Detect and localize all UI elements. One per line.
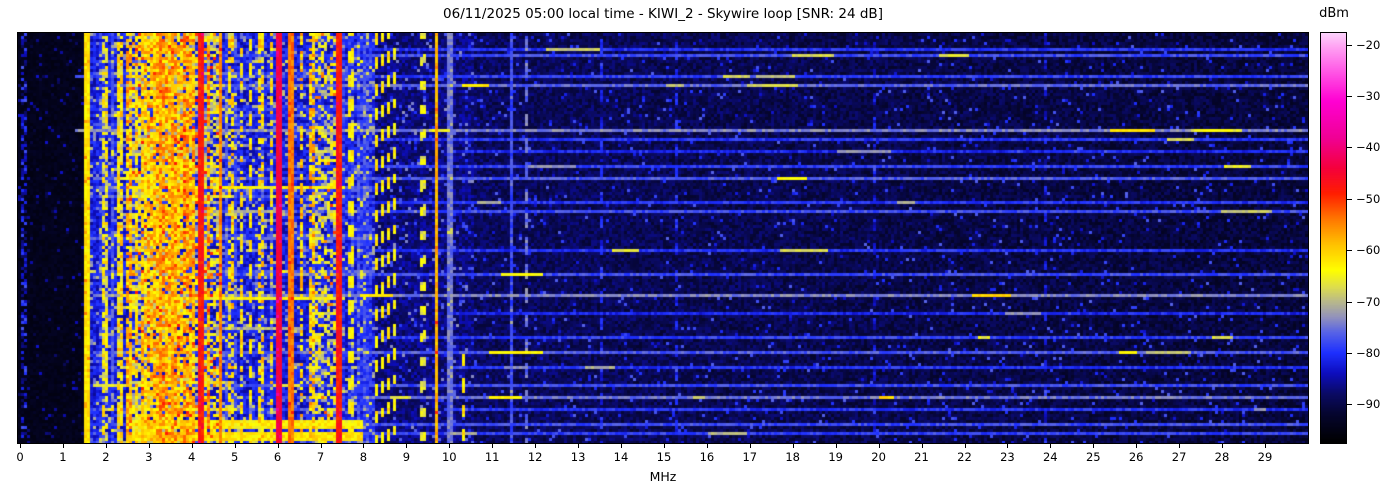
x-tick-mark [191, 444, 193, 448]
x-tick-label: 2 [102, 450, 110, 464]
x-tick-label: 5 [231, 450, 239, 464]
colorbar-tick-label: −60 [1356, 243, 1381, 258]
x-tick-label: 13 [570, 450, 586, 464]
colorbar-tick-mark [1347, 198, 1352, 200]
colorbar-gradient-canvas [1321, 33, 1346, 443]
x-tick-label: 12 [527, 450, 543, 464]
x-tick-mark [664, 444, 665, 448]
x-tick-label: 28 [1214, 450, 1230, 464]
x-tick-mark [578, 444, 580, 448]
x-tick-label: 0 [16, 450, 24, 464]
x-tick-mark [792, 444, 794, 448]
x-tick-label: 22 [957, 450, 972, 464]
x-tick-mark [277, 444, 279, 448]
colorbar-unit-label: dBm [1319, 6, 1349, 21]
x-axis-label: MHz [649, 469, 677, 484]
x-tick-label: 19 [828, 450, 844, 464]
x-tick-label: 14 [613, 450, 629, 464]
colorbar-tick-mark [1347, 147, 1352, 149]
colorbar-tick-mark [1347, 250, 1352, 252]
colorbar-tick-label: −50 [1356, 191, 1381, 206]
plot-area [17, 32, 1309, 444]
x-tick-label: 17 [742, 450, 758, 464]
x-tick-mark [621, 444, 622, 448]
x-tick-label: 15 [656, 450, 672, 464]
colorbar-tick-mark [1347, 404, 1352, 406]
x-tick-label: 23 [1000, 450, 1015, 464]
x-tick-label: 3 [145, 450, 153, 464]
colorbar-tick-label: −80 [1356, 346, 1381, 360]
colorbar-tick-label: −90 [1356, 397, 1381, 412]
x-tick-label: 21 [914, 450, 929, 464]
x-tick-label: 16 [699, 450, 715, 464]
x-tick-mark [1136, 444, 1138, 448]
x-tick-label: 6 [273, 450, 282, 464]
x-tick-label: 20 [871, 450, 886, 464]
x-tick-mark [535, 444, 537, 448]
x-tick-label: 11 [484, 450, 500, 464]
x-tick-mark [921, 444, 923, 448]
x-tick-label: 9 [402, 450, 411, 464]
x-tick-label: 4 [188, 450, 196, 464]
x-tick-label: 24 [1042, 450, 1058, 464]
x-tick-label: 29 [1257, 450, 1273, 464]
x-tick-label: 18 [785, 450, 801, 464]
x-tick-mark [835, 444, 837, 448]
colorbar [1320, 32, 1347, 444]
x-tick-mark [320, 444, 322, 448]
x-tick-mark [492, 444, 494, 448]
x-tick-mark [406, 444, 408, 448]
x-tick-label: 25 [1085, 450, 1101, 464]
colorbar-tick-mark [1347, 353, 1352, 354]
x-tick-mark [20, 444, 21, 448]
waterfall-canvas [18, 33, 1308, 443]
x-tick-mark [1222, 444, 1223, 448]
colorbar-tick-mark [1347, 301, 1352, 303]
x-tick-mark [105, 444, 107, 448]
x-tick-mark [964, 444, 966, 448]
x-tick-mark [706, 444, 708, 448]
x-tick-label: 7 [316, 450, 325, 464]
colorbar-tick-label: −40 [1356, 140, 1381, 155]
x-tick-label: 10 [441, 450, 457, 464]
colorbar-tick-label: −70 [1356, 294, 1381, 309]
x-tick-mark [363, 444, 365, 448]
chart-title: 06/11/2025 05:00 local time - KIWI_2 - S… [443, 6, 883, 22]
x-tick-mark [1093, 444, 1095, 448]
x-tick-mark [234, 444, 236, 448]
x-tick-label: 8 [359, 450, 368, 464]
colorbar-tick-mark [1347, 96, 1352, 97]
x-tick-mark [449, 444, 451, 448]
x-tick-label: 1 [59, 450, 67, 464]
x-tick-mark [749, 444, 751, 448]
x-tick-label: 27 [1171, 450, 1187, 464]
colorbar-tick-label: −20 [1356, 37, 1381, 52]
x-tick-mark [148, 444, 150, 448]
x-tick-mark [62, 444, 64, 448]
x-tick-label: 26 [1128, 450, 1144, 464]
colorbar-tick-label: −30 [1356, 89, 1381, 103]
x-tick-mark [1050, 444, 1052, 448]
x-tick-mark [1179, 444, 1181, 448]
x-tick-mark [1265, 444, 1266, 448]
x-tick-mark [1007, 444, 1009, 448]
x-tick-mark [878, 444, 880, 448]
colorbar-tick-mark [1347, 44, 1352, 46]
